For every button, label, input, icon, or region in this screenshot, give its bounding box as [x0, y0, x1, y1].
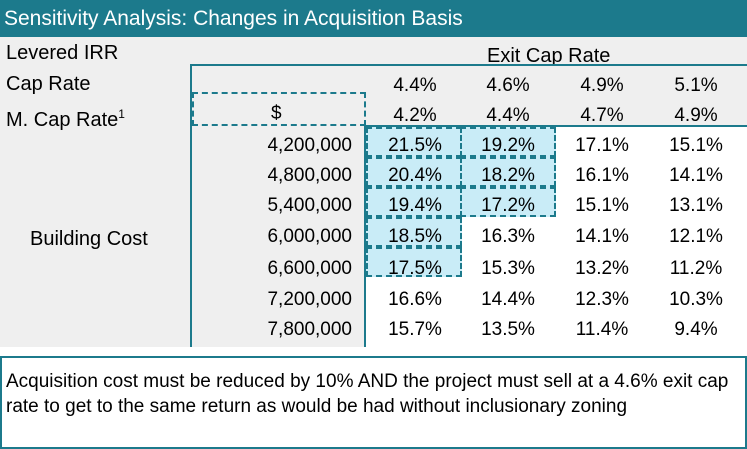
irr-value: 16.6% [388, 289, 442, 310]
irr-value: 16.1% [575, 165, 629, 186]
m-cap-rate-value: 4.4% [486, 105, 530, 126]
irr-value: 19.2% [481, 135, 535, 156]
highlight-cell [366, 157, 462, 187]
building-cost-value: 7,200,000 [267, 289, 352, 310]
highlight-cell [366, 187, 462, 217]
cap-rate-value: 5.1% [674, 75, 718, 96]
highlight-cell [366, 217, 462, 247]
cap-rate-value: 4.4% [393, 75, 437, 96]
irr-value: 14.1% [669, 165, 723, 186]
building-cost-value: 6,600,000 [267, 258, 352, 279]
irr-value: 13.2% [575, 258, 629, 279]
m-cap-rate-value: 4.7% [580, 105, 624, 126]
cap-rate-label: Cap Rate [6, 73, 91, 95]
irr-value: 13.1% [669, 195, 723, 216]
irr-value: 14.1% [575, 226, 629, 247]
irr-value: 12.3% [575, 289, 629, 310]
note-box: Acquisition cost must be reduced by 10% … [0, 356, 747, 449]
irr-value: 15.1% [575, 195, 629, 216]
irr-value: 15.3% [481, 258, 535, 279]
highlight-cell [460, 127, 556, 157]
irr-value: 20.4% [388, 165, 442, 186]
exit-cap-rate-label: Exit Cap Rate [487, 45, 611, 67]
table-frame [190, 64, 747, 347]
irr-value: 19.4% [388, 195, 442, 216]
irr-value: 9.4% [674, 319, 718, 340]
note-text: Acquisition cost must be reduced by 10% … [6, 371, 729, 417]
building-cost-value: 4,200,000 [267, 135, 352, 156]
building-cost-value: 7,800,000 [267, 319, 352, 340]
irr-value: 15.1% [669, 135, 723, 156]
footnote-marker: 1 [118, 107, 125, 121]
m-cap-rate-value: 4.9% [674, 105, 718, 126]
building-cost-value: 5,400,000 [267, 195, 352, 216]
page-title: Sensitivity Analysis: Changes in Acquisi… [0, 0, 747, 37]
cap-rate-value: 4.6% [486, 75, 530, 96]
m-cap-rate-value: 4.2% [393, 105, 437, 126]
m-cap-rate-label: M. Cap Rate1 [6, 102, 125, 132]
highlight-cell [460, 157, 556, 187]
results-left-border [364, 125, 366, 347]
levered-irr-label: Levered IRR [6, 42, 119, 64]
currency-label: $ [271, 103, 282, 124]
highlight-cell [366, 247, 462, 277]
irr-value: 17.2% [481, 195, 535, 216]
irr-value: 18.5% [388, 226, 442, 247]
building-cost-label: Building Cost [30, 228, 148, 250]
irr-value: 18.2% [481, 165, 535, 186]
irr-value: 11.2% [669, 258, 723, 279]
highlight-cell [460, 187, 556, 217]
building-cost-value: 4,800,000 [267, 165, 352, 186]
irr-value: 17.1% [575, 135, 629, 156]
irr-value: 17.5% [388, 258, 442, 279]
irr-value: 13.5% [481, 319, 535, 340]
building-cost-value: 6,000,000 [267, 226, 352, 247]
irr-value: 14.4% [481, 289, 535, 310]
irr-value: 16.3% [481, 226, 535, 247]
irr-value: 12.1% [669, 226, 723, 247]
currency-header-box [192, 92, 366, 126]
irr-value: 10.3% [669, 289, 723, 310]
irr-value: 15.7% [388, 319, 442, 340]
results-top-border [364, 125, 747, 127]
cap-rate-value: 4.9% [580, 75, 624, 96]
irr-value: 11.4% [575, 319, 629, 340]
m-cap-rate-text: M. Cap Rate [6, 109, 119, 131]
irr-value: 21.5% [388, 135, 442, 156]
